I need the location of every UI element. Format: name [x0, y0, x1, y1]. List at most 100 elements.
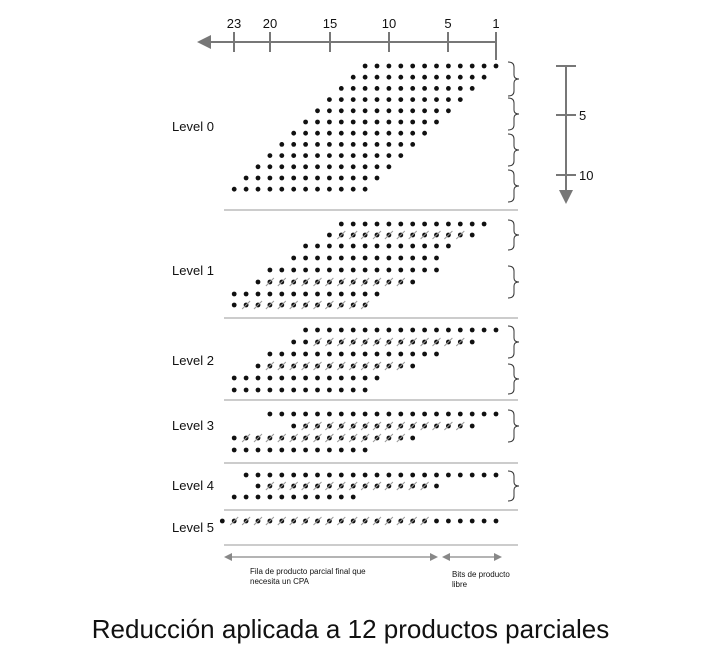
bit-dot — [493, 411, 499, 417]
bit-dot — [469, 411, 475, 417]
bit-dot — [398, 142, 404, 147]
bit-dot — [338, 472, 344, 478]
reduction-link — [396, 481, 406, 491]
bit-dot — [457, 97, 463, 102]
bit-dot — [338, 221, 344, 227]
brace-icon — [507, 169, 520, 203]
reduction-link — [372, 481, 382, 491]
reduction-link — [360, 421, 370, 431]
bit-dot — [374, 291, 380, 297]
brace-icon — [507, 219, 520, 251]
bit-dot — [434, 119, 439, 125]
bit-dot — [243, 494, 249, 500]
bit-dot — [410, 351, 416, 357]
bit-dot — [291, 423, 297, 429]
free-bits-note: libre — [452, 580, 468, 589]
bit-dot — [243, 387, 249, 393]
reduction-link — [384, 230, 394, 240]
bit-dot — [386, 351, 392, 357]
bit-dot — [338, 108, 344, 114]
bit-dot — [362, 375, 368, 381]
bit-dot — [279, 164, 285, 170]
bit-dot — [279, 153, 285, 159]
bit-dot — [338, 175, 344, 181]
top-axis-arrow-icon — [197, 35, 211, 49]
bit-dot — [338, 351, 344, 357]
bit-dot — [386, 130, 392, 136]
bit-dot — [362, 153, 368, 159]
bit-dot — [255, 494, 261, 500]
bit-dot — [446, 411, 451, 417]
reduction-link — [432, 230, 441, 240]
bit-dot — [291, 153, 297, 159]
reduction-link — [289, 277, 299, 287]
bit-dot — [243, 291, 249, 297]
bit-dot — [374, 267, 380, 273]
bit-dot — [327, 387, 332, 393]
reduction-link — [455, 230, 465, 240]
bit-dot — [303, 411, 308, 417]
bit-dot — [362, 327, 368, 333]
reduction-link — [408, 516, 418, 526]
bit-dot — [315, 327, 320, 333]
bit-dot — [255, 186, 261, 192]
bit-dot — [338, 186, 344, 192]
bit-dot — [315, 447, 320, 453]
reduction-link — [313, 337, 322, 347]
bit-dot — [291, 291, 297, 297]
bit-dot — [362, 97, 368, 102]
reduction-link — [253, 433, 263, 443]
level-label: Level 3 — [172, 418, 214, 433]
bit-dot — [315, 153, 320, 159]
right-axis-arrow-icon — [559, 190, 573, 204]
right-axis-label: 10 — [579, 168, 593, 183]
brace-icon — [507, 409, 520, 443]
reduction-link — [277, 277, 287, 287]
reduction-link — [301, 433, 310, 443]
reduction-link — [313, 277, 322, 287]
bit-dot — [291, 351, 297, 357]
bit-dot — [231, 387, 237, 393]
bit-dot — [315, 243, 320, 249]
bit-dot — [481, 518, 487, 524]
bit-dot — [410, 119, 416, 125]
bit-dot — [469, 63, 475, 69]
bit-dot — [398, 351, 404, 357]
bit-dot — [410, 108, 416, 114]
top-axis: 23 20 15 10 5 1 — [197, 16, 500, 60]
reduction-link — [265, 433, 275, 443]
reduction-link — [313, 300, 322, 310]
top-axis-label: 15 — [323, 16, 337, 31]
bit-dot — [374, 411, 380, 417]
reduction-link — [325, 433, 334, 443]
reduction-link — [325, 300, 334, 310]
bit-dot — [279, 494, 285, 500]
brace-icon — [507, 61, 520, 97]
reduction-link — [455, 337, 465, 347]
bit-dot — [434, 108, 439, 114]
reduction-link — [360, 277, 370, 287]
bit-dot — [434, 243, 439, 249]
bit-dot — [386, 86, 392, 91]
bit-dot — [303, 267, 308, 273]
reduction-link — [325, 481, 334, 491]
brace-icon — [507, 133, 520, 167]
reduction-link — [265, 361, 275, 371]
bit-dot — [327, 97, 332, 102]
reduction-link — [336, 337, 346, 347]
reduction-link — [408, 230, 418, 240]
bit-dot — [398, 327, 404, 333]
bit-dot — [350, 267, 356, 273]
reduction-link — [396, 230, 406, 240]
bit-dot — [374, 243, 380, 249]
bit-dot — [327, 175, 332, 181]
reduction-link — [336, 481, 346, 491]
bit-dot — [410, 327, 416, 333]
bit-dot — [410, 97, 416, 102]
bit-dot — [327, 494, 332, 500]
bit-dot — [291, 447, 297, 453]
bit-dot — [374, 221, 380, 227]
bit-dot — [279, 291, 285, 297]
bit-dot — [350, 108, 356, 114]
bit-dot — [255, 483, 261, 489]
